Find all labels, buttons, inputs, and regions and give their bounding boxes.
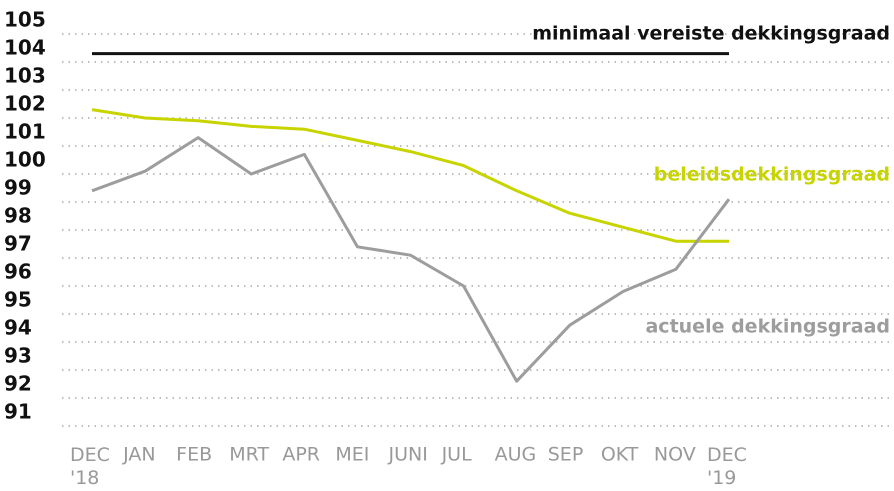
x-tick-label: SEP (548, 444, 584, 466)
y-tick-label: 100 (4, 148, 46, 172)
y-tick-label: 93 (4, 344, 32, 368)
y-tick-label: 98 (4, 204, 32, 228)
y-tick-label: 95 (4, 288, 32, 312)
x-tick-label: AUG (495, 444, 537, 466)
y-tick-label: 99 (4, 176, 32, 200)
series-label: actuele dekkingsgraad (645, 316, 890, 338)
series-line (91, 136, 731, 383)
x-tick-label: JUNI (388, 444, 428, 466)
y-tick-label: 103 (4, 64, 46, 88)
x-tick-label: DEC '19 (707, 444, 747, 489)
x-tick-label: MEI (335, 444, 369, 466)
y-tick-label: 91 (4, 400, 32, 424)
y-tick-label: 102 (4, 92, 46, 116)
y-tick-label: 105 (4, 8, 46, 32)
y-tick-label: 96 (4, 260, 32, 284)
x-tick-label: APR (282, 444, 320, 466)
series-label: beleidsdekkingsgraad (654, 164, 890, 186)
x-tick-label: FEB (176, 444, 212, 466)
y-tick-label: 92 (4, 372, 32, 396)
x-tick-label: MRT (229, 444, 269, 466)
y-tick-label: 94 (4, 316, 32, 340)
series-label: minimaal vereiste dekkingsgraad (532, 23, 890, 45)
series-line (91, 108, 729, 243)
x-tick-label: DEC '18 (70, 444, 110, 489)
y-tick-label: 97 (4, 232, 32, 256)
x-tick-label: OKT (601, 444, 639, 466)
x-tick-label: NOV (654, 444, 696, 466)
y-tick-label: 104 (4, 36, 46, 60)
x-tick-label: JAN (122, 444, 155, 466)
y-tick-label: 101 (4, 120, 46, 144)
x-tick-label: JUL (441, 444, 473, 466)
